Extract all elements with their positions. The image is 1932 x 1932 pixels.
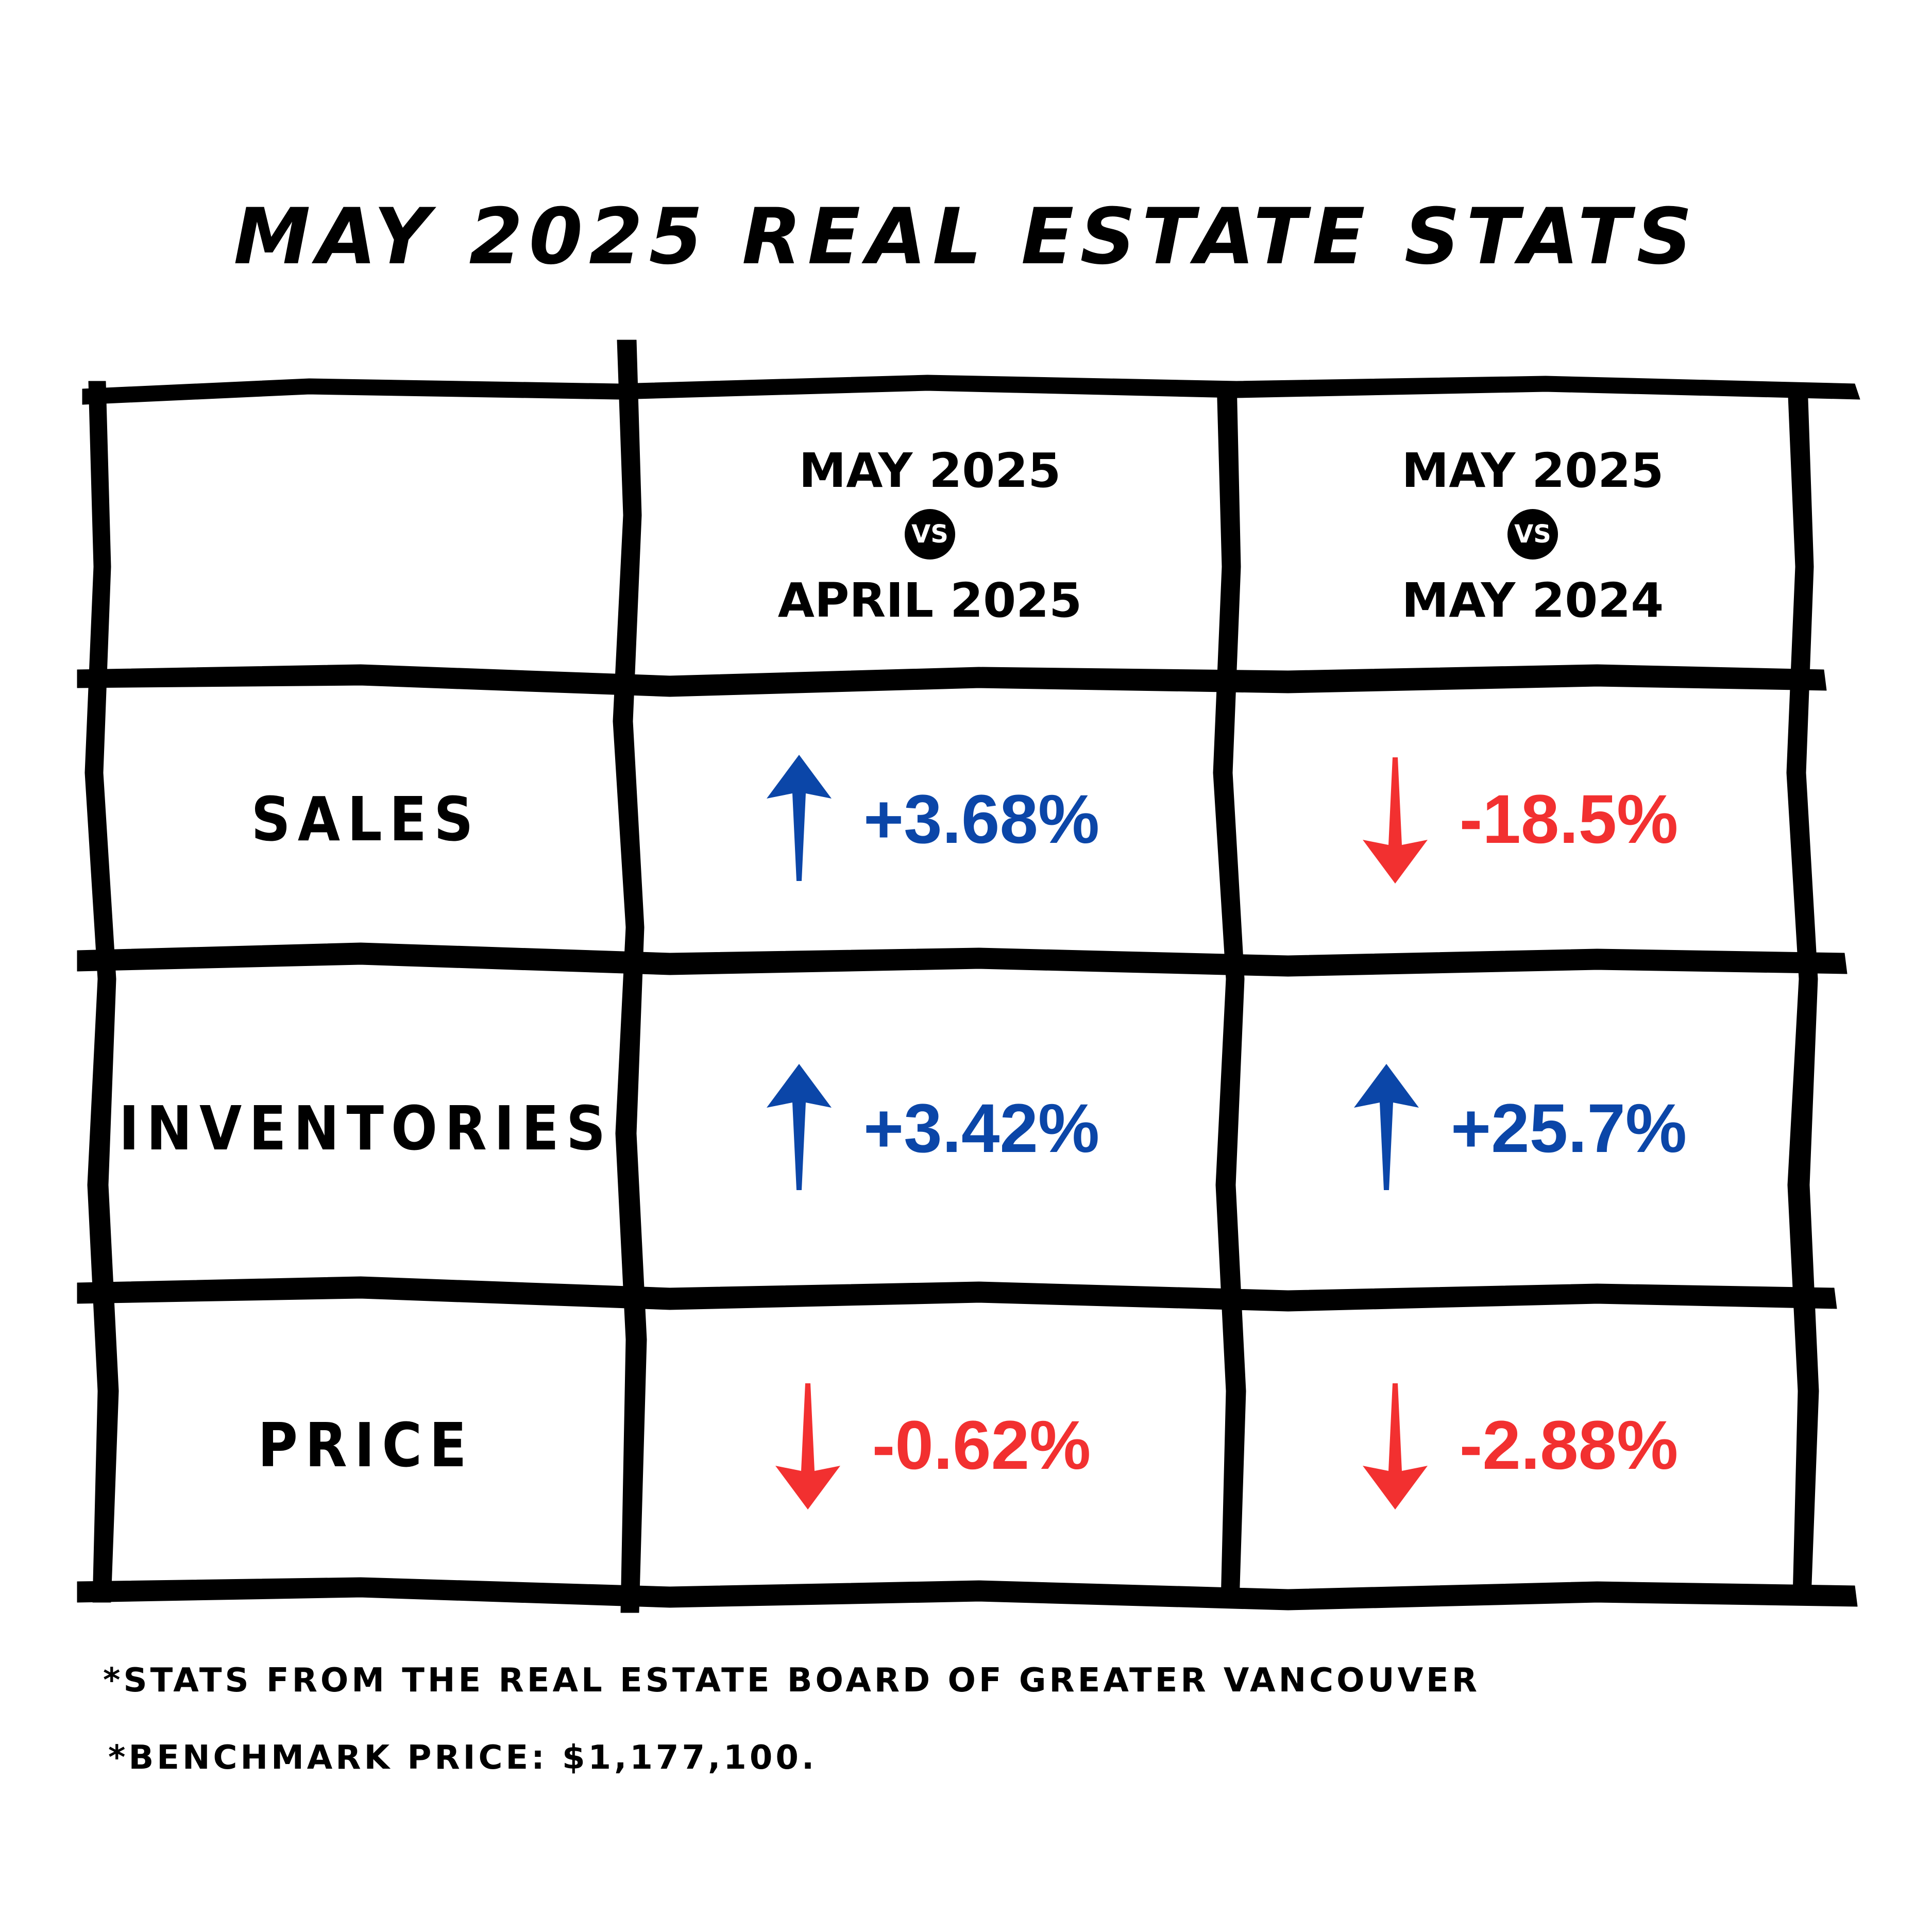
stat-value: +3.68% (863, 781, 1100, 858)
arrow-down-icon (775, 1383, 840, 1510)
header-yoy: May 2025 vs May 2024 (1242, 407, 1824, 665)
grid-line-right (1786, 383, 1819, 1598)
header-mom: May 2025 vs April 2025 (639, 407, 1221, 665)
grid-line-bottom (77, 1577, 1858, 1611)
header-yoy-top: May 2025 (1401, 443, 1664, 498)
row-label-sales: Sales (251, 784, 481, 855)
stat-price-mom: -0.62% (644, 1306, 1221, 1584)
stat-value: -0.62% (872, 1406, 1091, 1484)
grid-line-col2 (1213, 381, 1246, 1603)
grid-line-row2 (77, 942, 1848, 977)
footnote-benchmark: *Benchmark Price: $1,177,100. (108, 1739, 818, 1777)
row-label-price: Price (258, 1410, 474, 1481)
stat-price-yoy: -2.88% (1242, 1306, 1798, 1584)
stat-value: -2.88% (1459, 1406, 1679, 1484)
stat-value: -18.5% (1459, 781, 1679, 858)
grid-line-row1 (77, 664, 1827, 697)
vs-badge-yoy: vs (1507, 509, 1558, 560)
vs-badge-mom: vs (905, 509, 955, 560)
stat-value: +25.7% (1450, 1090, 1687, 1167)
page-title: May 2025 Real Estate Stats (233, 192, 1699, 282)
header-mom-top: May 2025 (799, 443, 1061, 498)
grid-line-left (84, 381, 119, 1603)
stat-value: +3.42% (863, 1090, 1100, 1167)
header-yoy-bottom: May 2024 (1401, 573, 1664, 628)
arrow-down-icon (1362, 757, 1428, 884)
stat-sales-mom: +3.68% (644, 690, 1221, 948)
arrow-down-icon (1362, 1383, 1428, 1510)
stat-inventories-mom: +3.42% (644, 974, 1221, 1283)
stat-inventories-yoy: +25.7% (1242, 974, 1798, 1283)
row-label-inventories: Inventories (118, 1093, 613, 1164)
grid-line-top (82, 375, 1860, 405)
header-mom-bottom: April 2025 (777, 573, 1082, 628)
stat-sales-yoy: -18.5% (1242, 690, 1798, 948)
grid-line-col1 (613, 340, 647, 1613)
footnote-source: *Stats from the Real Estate Board of Gre… (103, 1662, 1481, 1700)
grid-line-row3 (77, 1276, 1837, 1312)
arrow-up-icon (1353, 1064, 1419, 1190)
arrow-up-icon (766, 1064, 832, 1190)
arrow-up-icon (766, 755, 832, 881)
